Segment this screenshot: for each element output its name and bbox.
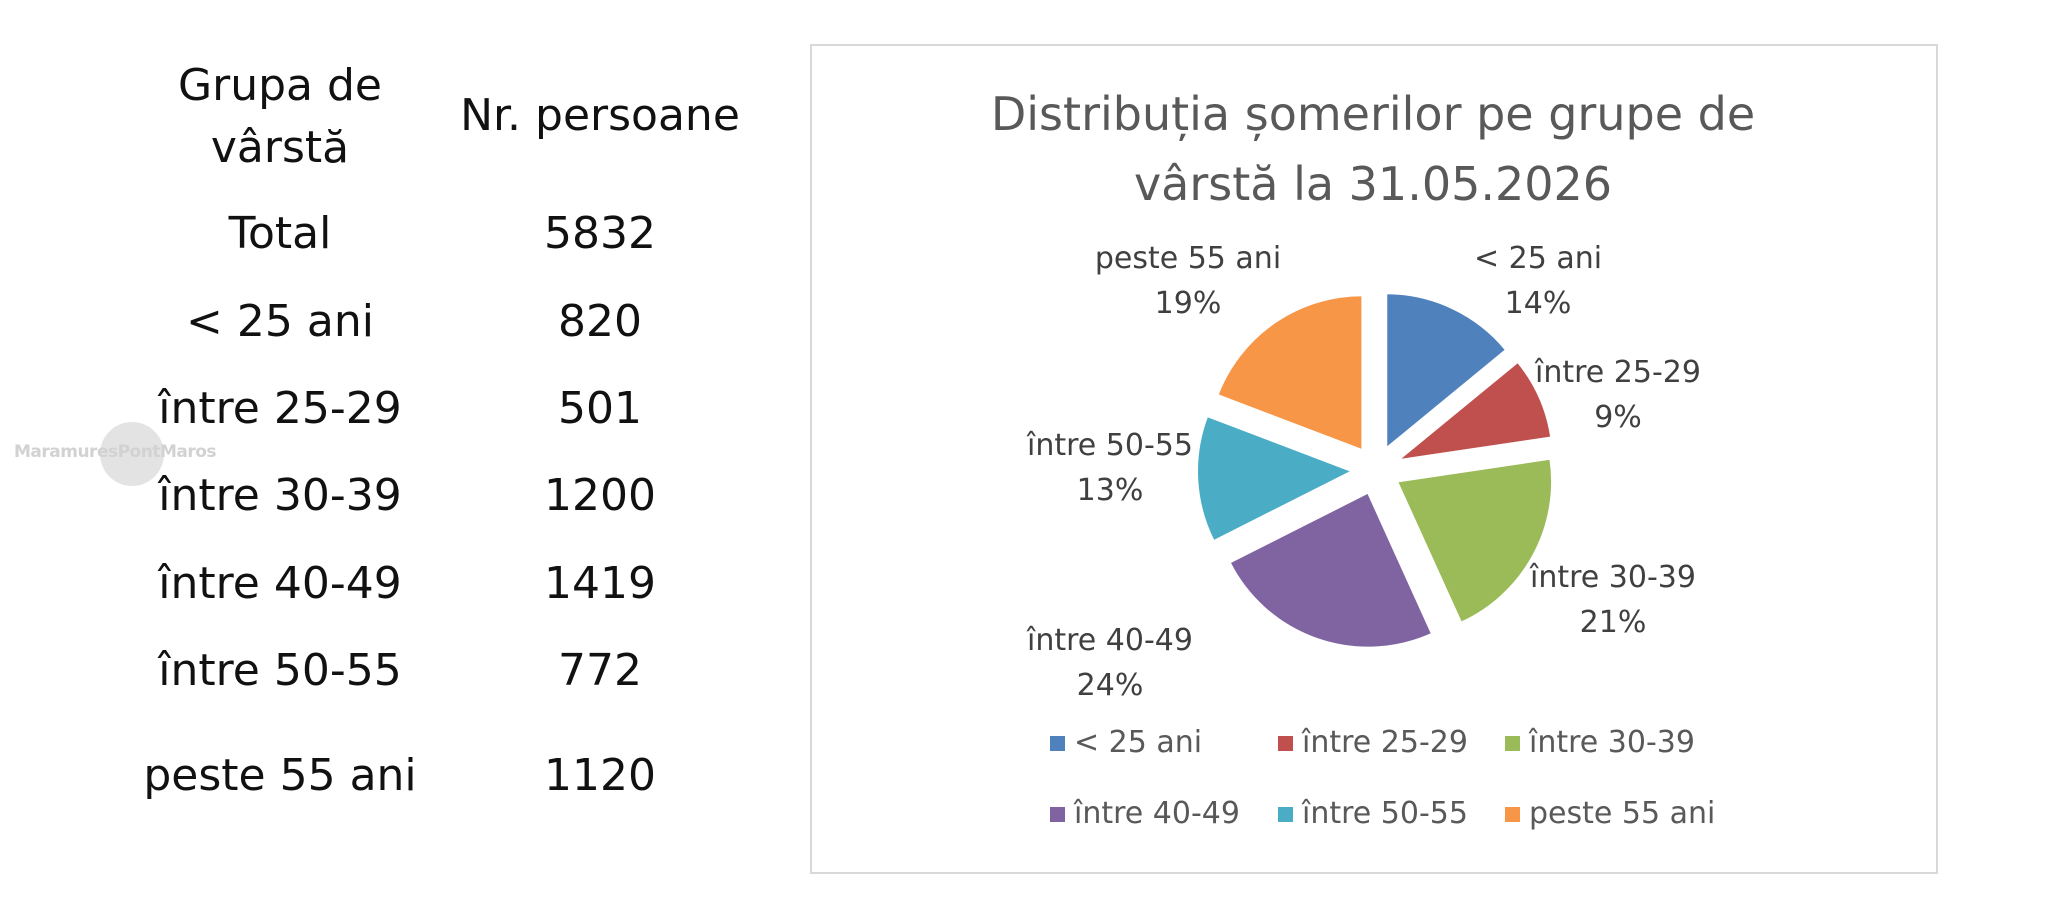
legend-label-ntre-50-55: între 50-55 (1301, 796, 1468, 831)
legend-label-ntre-25-29: între 25-29 (1301, 725, 1468, 760)
row-group-25-29: între 25-29 (158, 383, 402, 434)
header-person-count: Nr. persoane (460, 90, 740, 141)
age-group-table: Grupa de vârstă Nr. persoane Total 5832 … (0, 0, 790, 905)
legend-swatch-ntre-25-29 (1278, 736, 1293, 751)
slice-label-percent-ntre-40-49: 24% (1077, 668, 1144, 703)
watermark-text: MaramuresPontMaros (14, 442, 217, 462)
header-age-group-line1: Grupa de (178, 60, 382, 111)
slice-label-percent-ntre-25-29: 9% (1594, 400, 1642, 435)
legend-label-peste-55-ani: peste 55 ani (1529, 796, 1715, 831)
slice-label-percent-ntre-50-55: 13% (1077, 473, 1144, 508)
row-group-total: Total (228, 208, 332, 259)
legend-swatch-ntre-40-49 (1050, 807, 1065, 822)
slice-label-category-ntre-40-49: între 40-49 (1026, 623, 1193, 658)
row-count-40-49: 1419 (544, 558, 656, 609)
pie-slice-ntre-40-49 (1228, 491, 1434, 649)
chart-frame (810, 44, 1938, 874)
slice-label-category-ntre-25-29: între 25-29 (1534, 355, 1701, 390)
legend-label-ntre-40-49: între 40-49 (1073, 796, 1240, 831)
legend-label-25-ani: < 25 ani (1074, 725, 1202, 760)
header-age-group-line2: vârstă (210, 122, 350, 173)
legend-swatch-ntre-30-39 (1505, 736, 1520, 751)
slice-label-percent-ntre-30-39: 21% (1580, 605, 1647, 640)
legend-swatch-25-ani (1050, 736, 1065, 751)
legend-swatch-peste-55-ani (1505, 807, 1520, 822)
slice-label-category-peste-55-ani: peste 55 ani (1095, 241, 1281, 276)
pie-slice-ntre-30-39 (1395, 457, 1554, 624)
slice-label-percent-peste-55-ani: 19% (1155, 286, 1222, 321)
row-group-30-39: între 30-39 (158, 470, 402, 521)
row-group-50-55: între 50-55 (158, 645, 402, 696)
row-count-25-29: 501 (558, 383, 642, 434)
legend-swatch-ntre-50-55 (1278, 807, 1293, 822)
pie-slice-25-ani (1385, 292, 1508, 451)
row-count-over55: 1120 (544, 750, 656, 801)
row-group-over55: peste 55 ani (143, 750, 417, 801)
slice-label-category-25-ani: < 25 ani (1474, 241, 1602, 276)
row-count-total: 5832 (544, 208, 656, 259)
slice-label-category-ntre-50-55: între 50-55 (1026, 428, 1193, 463)
row-count-30-39: 1200 (544, 470, 656, 521)
legend-label-ntre-30-39: între 30-39 (1528, 725, 1695, 760)
pie-slice-ntre-25-29 (1394, 360, 1553, 462)
row-count-under25: 820 (558, 296, 642, 347)
slice-label-category-ntre-30-39: între 30-39 (1529, 560, 1696, 595)
watermark-logo (100, 422, 164, 486)
chart-title-line1: Distribuția șomerilor pe grupe de (991, 87, 1755, 142)
row-group-40-49: între 40-49 (158, 558, 402, 609)
pie-slice-ntre-50-55 (1196, 414, 1355, 543)
pie-slice-peste-55-ani (1216, 294, 1364, 452)
row-count-50-55: 772 (558, 645, 642, 696)
row-group-under25: < 25 ani (186, 296, 374, 347)
chart-title-line2: vârstă la 31.05.2026 (1134, 157, 1612, 211)
slice-label-percent-25-ani: 14% (1505, 286, 1572, 321)
